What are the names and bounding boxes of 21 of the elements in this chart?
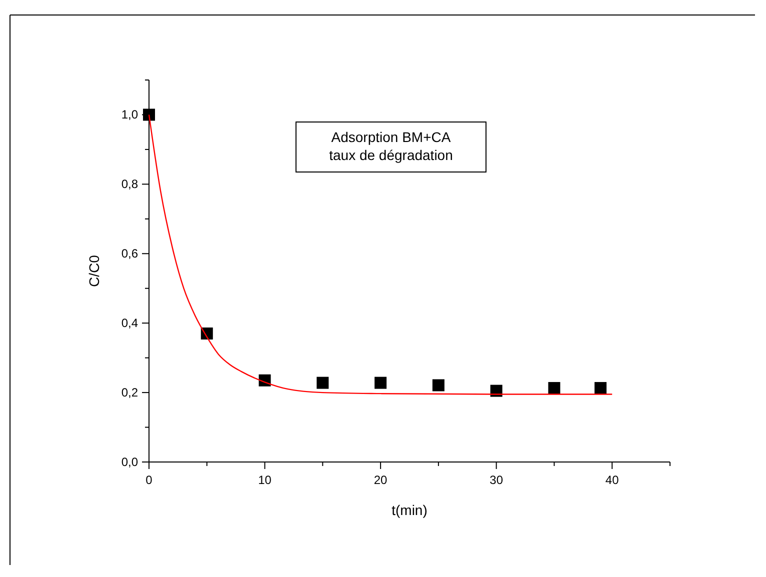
- x-tick-label: 20: [374, 473, 388, 487]
- y-tick-label: 1,0: [121, 108, 138, 122]
- annotation: taux de dégradation: [329, 147, 453, 163]
- point: [548, 382, 560, 394]
- y-tick-label: 0,8: [121, 177, 138, 192]
- x-tick-label: 30: [490, 473, 504, 487]
- x-tick-label: 10: [258, 473, 272, 487]
- point: [374, 376, 387, 389]
- point: [316, 376, 329, 389]
- point: [594, 382, 607, 394]
- y-tick-label: 0,4: [121, 316, 138, 330]
- point: [143, 108, 155, 121]
- x-tick-label: 0: [146, 473, 153, 487]
- y-axis-title: C/C0: [86, 254, 102, 287]
- x-tick-label: 40: [605, 473, 620, 487]
- point: [432, 379, 444, 392]
- x-axis-title: t(min): [392, 502, 428, 518]
- y-tick-label: 0,2: [121, 386, 138, 400]
- y-tick-label: 0,6: [121, 246, 138, 261]
- annotation: Adsorption BM+CA: [331, 129, 452, 145]
- y-tick-label: 0,0: [121, 455, 138, 469]
